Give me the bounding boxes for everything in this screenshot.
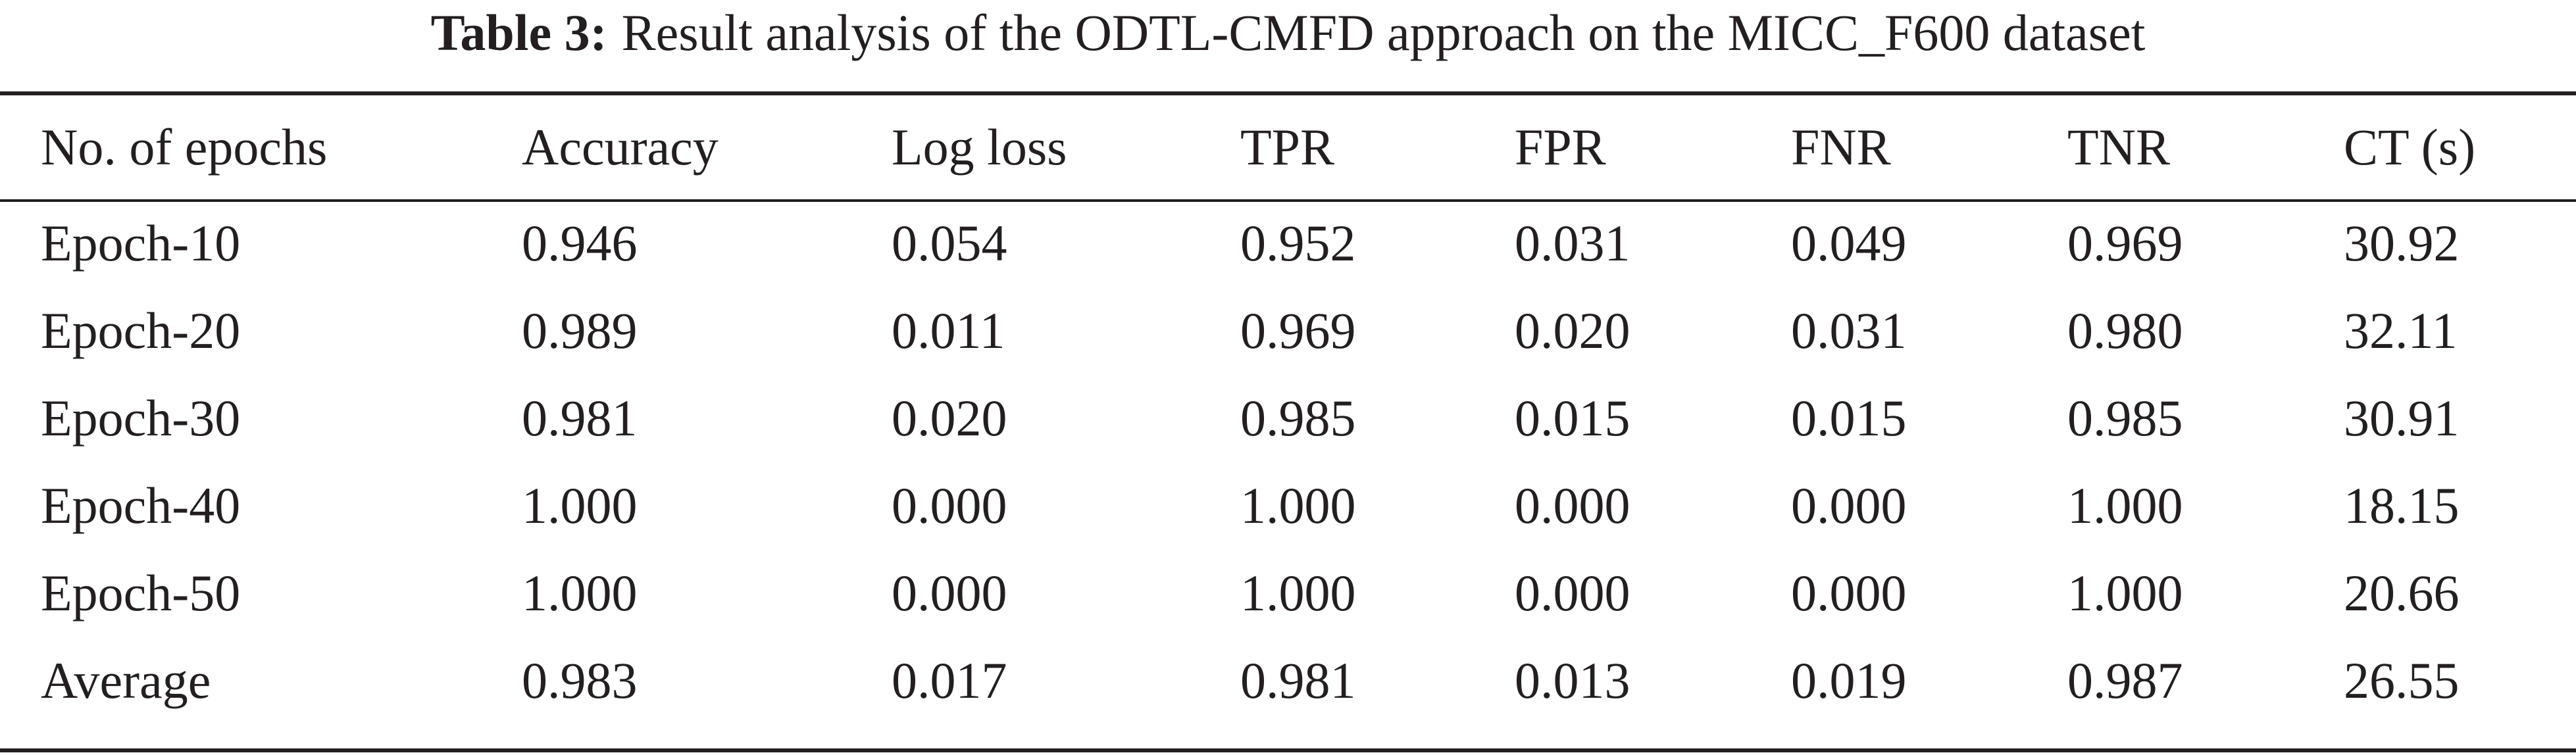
cell-tnr: 1.000 bbox=[2067, 476, 2183, 534]
cell-fnr: 0.031 bbox=[1791, 301, 1907, 359]
table-caption-text: Result analysis of the ODTL-CMFD approac… bbox=[621, 4, 2146, 61]
cell-accuracy: 0.989 bbox=[522, 301, 638, 359]
cell-accuracy: 0.981 bbox=[522, 389, 638, 447]
header-fnr: FNR bbox=[1791, 118, 1891, 176]
table-body: Epoch-10 0.946 0.054 0.952 0.031 0.049 0… bbox=[0, 199, 2576, 724]
cell-tpr: 0.969 bbox=[1240, 301, 1356, 359]
cell-accuracy: 1.000 bbox=[522, 564, 638, 621]
cell-ct: 18.15 bbox=[2344, 476, 2460, 534]
table-header: No. of epochs Accuracy Log loss TPR FPR … bbox=[0, 95, 2576, 199]
cell-epoch: Epoch-40 bbox=[41, 476, 241, 534]
cell-fnr: 0.000 bbox=[1791, 564, 1907, 621]
cell-epoch: Average bbox=[41, 651, 211, 709]
table-row: Epoch-50 1.000 0.000 1.000 0.000 0.000 1… bbox=[0, 549, 2576, 637]
cell-tnr: 1.000 bbox=[2067, 564, 2183, 621]
cell-epoch: Epoch-10 bbox=[41, 214, 241, 272]
cell-fnr: 0.000 bbox=[1791, 476, 1907, 534]
table-row: Epoch-40 1.000 0.000 1.000 0.000 0.000 1… bbox=[0, 462, 2576, 549]
cell-fnr: 0.019 bbox=[1791, 651, 1907, 709]
cell-tnr: 0.985 bbox=[2067, 389, 2183, 447]
table-row: Epoch-10 0.946 0.054 0.952 0.031 0.049 0… bbox=[0, 199, 2576, 287]
table-row: Epoch-20 0.989 0.011 0.969 0.020 0.031 0… bbox=[0, 287, 2576, 374]
cell-fpr: 0.000 bbox=[1515, 564, 1630, 621]
cell-tnr: 0.987 bbox=[2067, 651, 2183, 709]
cell-log-loss: 0.054 bbox=[892, 214, 1007, 272]
cell-tpr: 1.000 bbox=[1240, 476, 1356, 534]
cell-tnr: 0.980 bbox=[2067, 301, 2183, 359]
cell-epoch: Epoch-20 bbox=[41, 301, 241, 359]
table-caption: Table 3: Result analysis of the ODTL-CMFD… bbox=[0, 0, 2576, 85]
cell-ct: 30.91 bbox=[2344, 389, 2460, 447]
cell-fpr: 0.031 bbox=[1515, 214, 1630, 272]
cell-log-loss: 0.020 bbox=[892, 389, 1007, 447]
header-log-loss: Log loss bbox=[892, 118, 1067, 176]
header-ct: CT (s) bbox=[2344, 118, 2476, 176]
cell-accuracy: 0.946 bbox=[522, 214, 638, 272]
cell-tpr: 0.952 bbox=[1240, 214, 1356, 272]
cell-fpr: 0.013 bbox=[1515, 651, 1630, 709]
cell-log-loss: 0.011 bbox=[892, 301, 1005, 359]
table-caption-label: Table 3: bbox=[430, 4, 607, 61]
cell-fnr: 0.015 bbox=[1791, 389, 1907, 447]
cell-tpr: 1.000 bbox=[1240, 564, 1356, 621]
cell-log-loss: 0.000 bbox=[892, 476, 1007, 534]
cell-tpr: 0.981 bbox=[1240, 651, 1356, 709]
header-accuracy: Accuracy bbox=[522, 118, 719, 176]
header-epochs: No. of epochs bbox=[41, 118, 328, 176]
table-row: Average 0.983 0.017 0.981 0.013 0.019 0.… bbox=[0, 637, 2576, 724]
header-rule bbox=[0, 199, 2576, 202]
cell-fnr: 0.049 bbox=[1791, 214, 1907, 272]
cell-fpr: 0.020 bbox=[1515, 301, 1630, 359]
cell-epoch: Epoch-30 bbox=[41, 389, 241, 447]
cell-accuracy: 1.000 bbox=[522, 476, 638, 534]
cell-tpr: 0.985 bbox=[1240, 389, 1356, 447]
cell-accuracy: 0.983 bbox=[522, 651, 638, 709]
cell-log-loss: 0.017 bbox=[892, 651, 1007, 709]
header-tnr: TNR bbox=[2067, 118, 2170, 176]
bottom-rule bbox=[0, 748, 2576, 752]
cell-log-loss: 0.000 bbox=[892, 564, 1007, 621]
table-row: Epoch-30 0.981 0.020 0.985 0.015 0.015 0… bbox=[0, 374, 2576, 462]
header-row: No. of epochs Accuracy Log loss TPR FPR … bbox=[0, 95, 2576, 199]
cell-ct: 26.55 bbox=[2344, 651, 2460, 709]
cell-fpr: 0.000 bbox=[1515, 476, 1630, 534]
results-table: No. of epochs Accuracy Log loss TPR FPR … bbox=[0, 95, 2576, 724]
cell-epoch: Epoch-50 bbox=[41, 564, 241, 621]
cell-ct: 30.92 bbox=[2344, 214, 2460, 272]
cell-ct: 20.66 bbox=[2344, 564, 2460, 621]
cell-tnr: 0.969 bbox=[2067, 214, 2183, 272]
cell-ct: 32.11 bbox=[2344, 301, 2458, 359]
cell-fpr: 0.015 bbox=[1515, 389, 1630, 447]
header-tpr: TPR bbox=[1240, 118, 1335, 176]
header-fpr: FPR bbox=[1515, 118, 1606, 176]
top-rule bbox=[0, 91, 2576, 95]
